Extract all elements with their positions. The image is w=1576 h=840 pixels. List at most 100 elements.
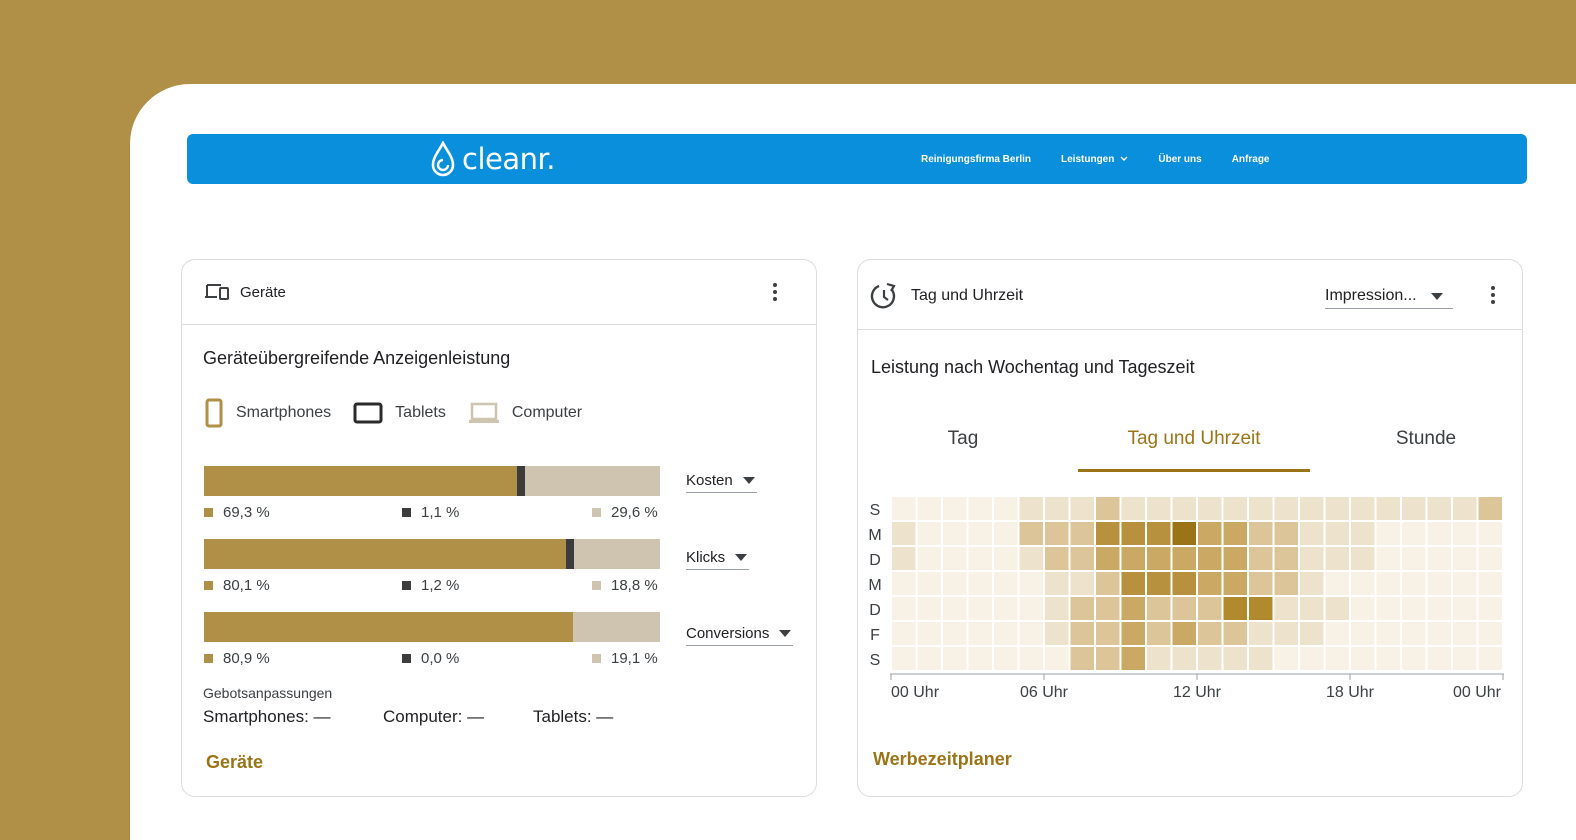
heatmap-cell[interactable] (1223, 547, 1248, 570)
heatmap-cell[interactable] (1019, 597, 1044, 620)
nav-link-reinigungsfirma-berlin[interactable]: Reinigungsfirma Berlin (921, 153, 1032, 165)
heatmap-cell[interactable] (1274, 547, 1299, 570)
heatmap-cell[interactable] (994, 647, 1018, 670)
heatmap-cell[interactable] (1223, 647, 1248, 670)
heatmap-cell[interactable] (1300, 522, 1324, 545)
heatmap-cell[interactable] (1249, 597, 1273, 620)
heatmap-cell[interactable] (1274, 522, 1299, 545)
heatmap-cell[interactable] (1453, 597, 1477, 620)
heatmap-cell[interactable] (1402, 597, 1426, 620)
heatmap-cell[interactable] (892, 597, 916, 620)
heatmap-cell[interactable] (1223, 622, 1248, 645)
heatmap-cell[interactable] (1147, 622, 1171, 645)
heatmap-cell[interactable] (1121, 622, 1146, 645)
heatmap-cell[interactable] (917, 572, 942, 595)
heatmap-cell[interactable] (1096, 622, 1120, 645)
heatmap-cell[interactable] (994, 522, 1018, 545)
heatmap-cell[interactable] (1325, 497, 1350, 520)
heatmap-cell[interactable] (1300, 572, 1324, 595)
heatmap-cell[interactable] (892, 522, 916, 545)
heatmap-cell[interactable] (1300, 622, 1324, 645)
heatmap-cell[interactable] (943, 572, 967, 595)
heatmap-cell[interactable] (1223, 522, 1248, 545)
heatmap-cell[interactable] (1070, 522, 1095, 545)
heatmap-cell[interactable] (917, 547, 942, 570)
heatmap-cell[interactable] (1402, 547, 1426, 570)
heatmap-cell[interactable] (1402, 522, 1426, 545)
heatmap-cell[interactable] (1325, 622, 1350, 645)
heatmap-cell[interactable] (1351, 647, 1375, 670)
heatmap-cell[interactable] (1427, 572, 1452, 595)
heatmap-cell[interactable] (1427, 522, 1452, 545)
heatmap-cell[interactable] (1376, 622, 1401, 645)
heatmap-cell[interactable] (1172, 622, 1197, 645)
heatmap-cell[interactable] (1096, 597, 1120, 620)
heatmap-cell[interactable] (1376, 497, 1401, 520)
heatmap-cell[interactable] (1478, 547, 1503, 570)
heatmap-cell[interactable] (1300, 647, 1324, 670)
metric-dropdown[interactable]: Impression... (1325, 284, 1453, 309)
heatmap-cell[interactable] (1045, 547, 1069, 570)
heatmap-cell[interactable] (1351, 572, 1375, 595)
heatmap-cell[interactable] (968, 647, 993, 670)
heatmap-cell[interactable] (1249, 647, 1273, 670)
heatmap-cell[interactable] (1121, 522, 1146, 545)
heatmap-cell[interactable] (917, 522, 942, 545)
heatmap-cell[interactable] (1019, 547, 1044, 570)
site-logo[interactable]: cleanr. (430, 140, 555, 178)
heatmap-cell[interactable] (1070, 497, 1095, 520)
heatmap-cell[interactable] (1300, 597, 1324, 620)
heatmap-cell[interactable] (1402, 572, 1426, 595)
heatmap-cell[interactable] (1249, 622, 1273, 645)
heatmap-cell[interactable] (1096, 497, 1120, 520)
heatmap-cell[interactable] (1019, 622, 1044, 645)
heatmap-cell[interactable] (1478, 497, 1503, 520)
heatmap-cell[interactable] (1198, 572, 1222, 595)
heatmap-cell[interactable] (917, 647, 942, 670)
devices-link[interactable]: Geräte (206, 752, 264, 772)
heatmap-cell[interactable] (917, 497, 942, 520)
heatmap-cell[interactable] (1121, 547, 1146, 570)
heatmap-cell[interactable] (1045, 597, 1069, 620)
heatmap-cell[interactable] (1376, 647, 1401, 670)
heatmap-cell[interactable] (1121, 647, 1146, 670)
heatmap-cell[interactable] (994, 547, 1018, 570)
heatmap-cell[interactable] (1376, 597, 1401, 620)
heatmap-cell[interactable] (1300, 497, 1324, 520)
heatmap-cell[interactable] (1198, 597, 1222, 620)
heatmap-cell[interactable] (1478, 522, 1503, 545)
heatmap-cell[interactable] (1147, 597, 1171, 620)
heatmap-cell[interactable] (1172, 647, 1197, 670)
heatmap-cell[interactable] (1402, 622, 1426, 645)
heatmap-cell[interactable] (968, 547, 993, 570)
heatmap-cell[interactable] (1427, 622, 1452, 645)
heatmap-cell[interactable] (1274, 647, 1299, 670)
heatmap-cell[interactable] (1351, 547, 1375, 570)
heatmap-cell[interactable] (1478, 597, 1503, 620)
heatmap-cell[interactable] (1376, 572, 1401, 595)
heatmap-cell[interactable] (943, 497, 967, 520)
heatmap-cell[interactable] (1223, 497, 1248, 520)
heatmap-cell[interactable] (1045, 522, 1069, 545)
heatmap-cell[interactable] (1453, 647, 1477, 670)
heatmap-cell[interactable] (1478, 647, 1503, 670)
heatmap-cell[interactable] (1172, 547, 1197, 570)
heatmap-cell[interactable] (1172, 497, 1197, 520)
heatmap-cell[interactable] (1045, 647, 1069, 670)
heatmap-cell[interactable] (1427, 547, 1452, 570)
heatmap-cell[interactable] (1478, 572, 1503, 595)
heatmap-cell[interactable] (892, 647, 916, 670)
heatmap-cell[interactable] (1325, 522, 1350, 545)
tab-tag-und-uhrzeit[interactable]: Tag und Uhrzeit (1127, 428, 1261, 449)
werbezeitplaner-link[interactable]: Werbezeitplaner (873, 749, 1012, 769)
heatmap-cell[interactable] (1147, 572, 1171, 595)
heatmap-cell[interactable] (1453, 622, 1477, 645)
heatmap-cell[interactable] (1223, 597, 1248, 620)
heatmap-cell[interactable] (1019, 647, 1044, 670)
heatmap-cell[interactable] (1453, 572, 1477, 595)
heatmap-cell[interactable] (1351, 522, 1375, 545)
heatmap-cell[interactable] (968, 522, 993, 545)
heatmap-cell[interactable] (1402, 497, 1426, 520)
heatmap-cell[interactable] (968, 597, 993, 620)
heatmap-cell[interactable] (1427, 497, 1452, 520)
